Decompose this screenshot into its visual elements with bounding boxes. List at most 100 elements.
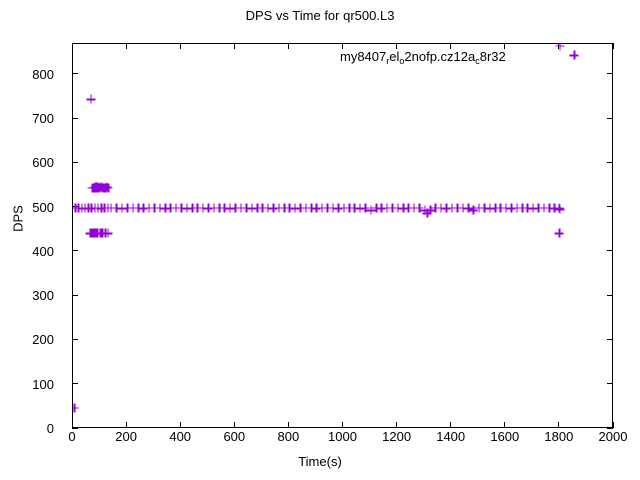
x-tick-mark: [612, 43, 614, 49]
legend-text: el: [389, 49, 400, 64]
x-tick-label: 0: [68, 429, 76, 444]
data-point-plus-marker: [83, 203, 93, 213]
data-point-plus-marker: [549, 203, 559, 213]
data-point-plus-marker: [128, 203, 137, 213]
data-point-plus-marker: [344, 203, 354, 213]
data-point-plus-marker: [90, 228, 100, 238]
x-tick-mark: [179, 422, 181, 428]
x-tick-label: 1800: [544, 429, 574, 444]
data-point-plus-marker: [98, 183, 108, 193]
data-point-plus-marker: [349, 203, 359, 213]
y-tick-mark: [607, 383, 613, 385]
data-point-plus-marker: [103, 228, 113, 238]
data-point-plus-marker: [198, 203, 208, 213]
x-tick-label: 1000: [328, 429, 357, 444]
data-point-plus-marker: [506, 203, 516, 213]
plot-data-area: [73, 44, 612, 427]
data-point-plus-marker: [92, 182, 102, 192]
x-tick-label: 1200: [382, 429, 412, 444]
data-point-plus-marker: [533, 203, 543, 213]
chart-title: DPS vs Time for qr500.L3: [245, 8, 395, 23]
x-tick-label: 2000: [598, 429, 628, 444]
data-point-plus-marker: [447, 203, 457, 213]
data-point-plus-marker: [103, 203, 113, 213]
data-point-plus-marker: [512, 203, 522, 213]
x-tick-mark: [125, 43, 127, 49]
x-tick-mark: [504, 43, 506, 49]
data-point-plus-marker: [422, 208, 432, 218]
x-tick-mark: [396, 422, 398, 428]
x-tick-mark: [287, 43, 289, 49]
data-point-plus-marker: [252, 203, 262, 213]
y-tick-label: 100: [32, 376, 54, 392]
x-tick-mark: [233, 422, 235, 428]
data-point-plus-marker: [87, 183, 97, 193]
data-point-plus-marker: [333, 203, 343, 213]
data-point-plus-marker: [555, 44, 565, 51]
y-tick-label: 200: [32, 332, 54, 348]
x-tick-mark: [179, 43, 181, 49]
data-point-plus-marker: [463, 203, 473, 213]
data-point-plus-marker: [376, 203, 386, 213]
data-point-plus-marker: [474, 203, 484, 213]
data-point-plus-marker: [479, 203, 489, 213]
data-point-plus-marker: [544, 203, 554, 213]
data-point-plus-marker: [88, 228, 98, 238]
data-point-plus-marker: [554, 228, 564, 238]
data-point-plus-marker: [90, 203, 100, 213]
data-point-plus-marker: [187, 203, 197, 213]
data-point-plus-marker: [436, 203, 446, 213]
data-point-plus-marker: [295, 203, 305, 213]
y-tick-mark: [72, 117, 78, 119]
x-tick-mark: [125, 422, 127, 428]
data-point-plus-marker: [203, 203, 213, 213]
x-tick-label: 1600: [490, 429, 520, 444]
data-point-plus-marker: [171, 203, 181, 213]
x-tick-label: 200: [115, 429, 137, 444]
data-point-plus-marker: [96, 228, 106, 238]
data-point-plus-marker: [306, 203, 316, 213]
data-point-plus-marker: [160, 203, 170, 213]
legend-text: 8r32: [479, 49, 506, 64]
y-tick-mark: [607, 427, 613, 429]
x-tick-mark: [504, 422, 506, 428]
y-tick-mark: [72, 427, 78, 429]
data-point-plus-marker: [241, 203, 251, 213]
y-tick-mark: [607, 294, 613, 296]
data-point-plus-marker: [247, 203, 257, 213]
data-point-plus-marker: [554, 203, 564, 213]
data-point-plus-marker: [382, 203, 392, 213]
y-tick-mark: [607, 338, 613, 340]
data-point-plus-marker: [441, 203, 451, 213]
data-point-plus-marker: [328, 203, 338, 213]
data-point-plus-marker: [138, 203, 148, 213]
data-point-plus-marker: [279, 203, 289, 213]
data-point-plus-marker: [290, 203, 300, 213]
y-tick-mark: [72, 294, 78, 296]
data-point-plus-marker: [366, 205, 376, 215]
data-point-plus-marker: [409, 203, 419, 213]
x-tick-mark: [287, 422, 289, 428]
data-point-plus-marker: [96, 203, 106, 213]
data-point-plus-marker: [420, 205, 430, 215]
y-tick-mark: [72, 338, 78, 340]
data-point-plus-marker: [91, 183, 101, 193]
data-point-plus-marker: [165, 203, 175, 213]
x-tick-label: 600: [223, 429, 246, 444]
data-point-plus-marker: [495, 203, 505, 213]
data-point-plus-marker: [91, 228, 101, 238]
y-tick-mark: [72, 161, 78, 163]
data-point-plus-marker: [117, 203, 127, 213]
data-point-plus-marker: [230, 203, 240, 213]
data-point-plus-marker: [301, 203, 311, 213]
legend-subscript: r: [386, 56, 390, 66]
data-point-plus-marker: [144, 203, 154, 213]
data-point-plus-marker: [96, 183, 106, 193]
data-point-plus-marker: [452, 203, 462, 213]
legend-text: 2nofp.cz12a: [404, 49, 476, 64]
data-point-plus-marker: [95, 228, 104, 238]
data-point-plus-marker: [73, 403, 79, 413]
y-tick-label: 800: [32, 66, 54, 82]
data-point-plus-marker: [322, 203, 332, 213]
